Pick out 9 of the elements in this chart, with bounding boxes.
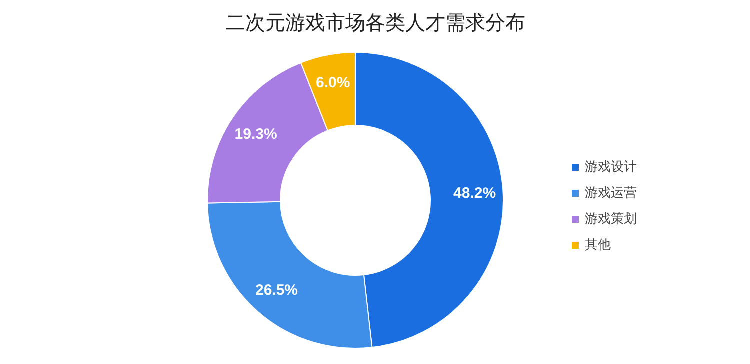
legend-label: 游戏设计: [585, 158, 637, 176]
data-label: 6.0%: [316, 74, 350, 92]
legend-label: 游戏运营: [585, 184, 637, 202]
legend-label: 游戏策划: [585, 210, 637, 228]
data-label: 48.2%: [454, 185, 496, 202]
legend-label: 其他: [585, 236, 611, 254]
data-label: 26.5%: [255, 282, 298, 299]
data-label: 19.3%: [234, 126, 278, 143]
chart-title: 二次元游戏市场各类人才需求分布: [226, 10, 526, 34]
